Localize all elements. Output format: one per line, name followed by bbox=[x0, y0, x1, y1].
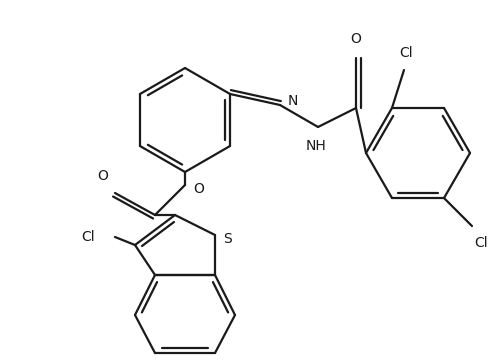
Text: O: O bbox=[350, 32, 362, 46]
Text: O: O bbox=[98, 169, 108, 183]
Text: O: O bbox=[193, 182, 204, 196]
Text: Cl: Cl bbox=[474, 236, 488, 250]
Text: S: S bbox=[223, 232, 232, 246]
Text: Cl: Cl bbox=[399, 46, 413, 60]
Text: N: N bbox=[288, 94, 298, 108]
Text: Cl: Cl bbox=[82, 230, 95, 244]
Text: NH: NH bbox=[306, 139, 326, 153]
